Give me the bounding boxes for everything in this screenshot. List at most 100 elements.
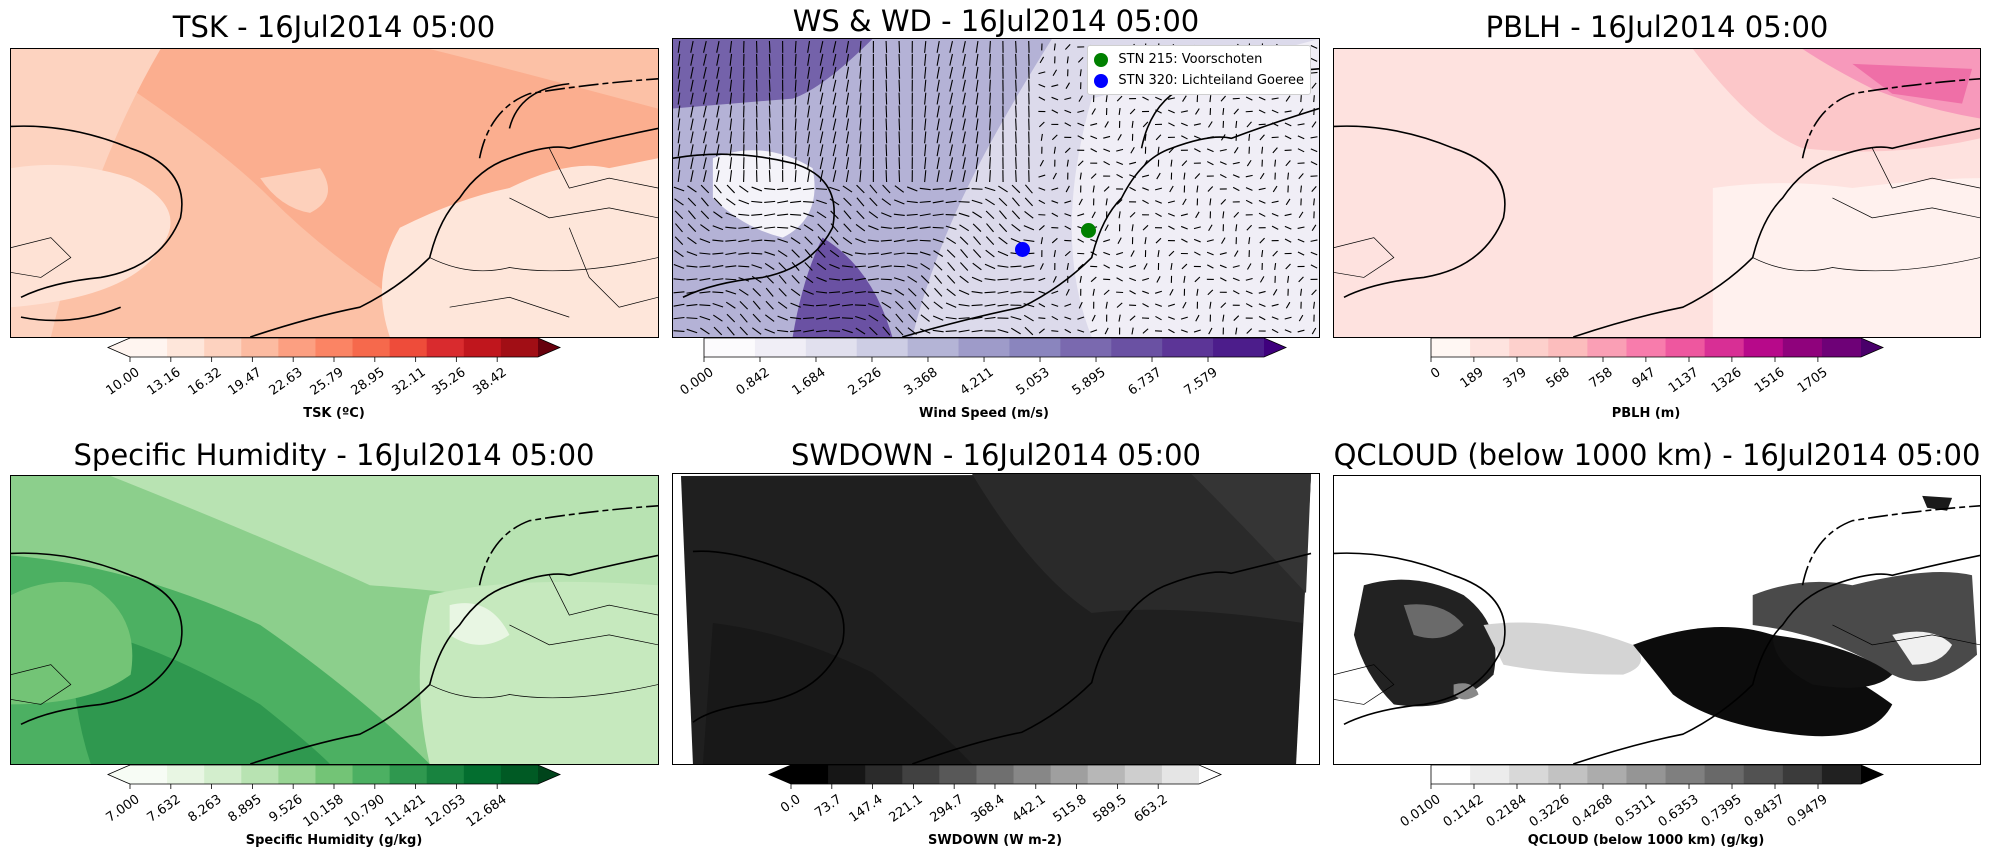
wind-vector [971, 304, 983, 307]
wind-vector [859, 53, 862, 66]
wind-vector [1246, 121, 1252, 128]
wind-vector [859, 118, 862, 131]
wind-vector [830, 236, 839, 246]
wind-vector [1143, 263, 1148, 270]
wind-vector [958, 317, 970, 320]
wind-vector [881, 198, 892, 206]
colorbar-segment [1743, 765, 1784, 784]
colorbar-segment [939, 765, 977, 784]
wind-vector [958, 303, 970, 307]
wind-vector [674, 210, 684, 220]
wind-vector [1091, 314, 1096, 322]
wind-vector [908, 300, 917, 310]
wind-vector [1271, 97, 1279, 100]
colorbar-segment [1161, 765, 1200, 784]
wind-vector [1142, 187, 1149, 191]
wind-vector [764, 251, 776, 256]
wind-vector [768, 92, 771, 105]
colorbar-extend-min [769, 765, 791, 784]
wind-vector [1065, 82, 1071, 89]
wind-vector [794, 157, 797, 170]
wind-vector [1170, 262, 1173, 270]
wind-vector [751, 226, 763, 230]
wind-vector [1209, 198, 1212, 206]
wind-vector [1129, 290, 1136, 295]
wind-vector [867, 291, 879, 294]
wind-vector [1193, 238, 1201, 243]
wind-vector [764, 187, 776, 191]
wind-vector [936, 144, 940, 157]
wind-vector [989, 131, 991, 144]
wind-vector [1024, 326, 1034, 336]
wind-vector [898, 170, 901, 183]
wind-vector [1103, 239, 1111, 243]
wind-vector [1259, 172, 1265, 180]
wind-vector [764, 200, 776, 203]
wind-vector [945, 187, 957, 191]
wind-vector [1131, 120, 1134, 128]
wind-vector [739, 326, 748, 336]
colorbar-segment [1548, 765, 1588, 784]
wind-vector [998, 223, 1008, 233]
wind-vector [1258, 96, 1266, 101]
wind-vector [1144, 237, 1147, 245]
wind-vector [924, 118, 927, 131]
wind-vector [1051, 200, 1059, 204]
wind-vector [867, 252, 879, 255]
wind-vector [1220, 199, 1227, 205]
wind-vector [1193, 329, 1201, 333]
wind-vector [832, 170, 837, 183]
colorbar-tick-label: 221.1 [886, 792, 927, 826]
wind-vector [947, 274, 956, 284]
wind-vector [1233, 147, 1239, 154]
wind-vector [989, 144, 991, 157]
colorbar-tick-label: 0.8437 [1741, 792, 1788, 831]
ws-map: STN 215: Voorschoten STN 320: Lichteilan… [672, 38, 1320, 338]
station-215-point [1081, 223, 1096, 238]
wind-vector [1129, 212, 1136, 218]
wind-vector [962, 79, 966, 92]
wind-vector [1297, 251, 1305, 256]
wind-vector [1193, 123, 1201, 126]
q-coastline [11, 505, 658, 764]
wind-vector [1297, 226, 1305, 229]
wind-vector [1011, 197, 1020, 207]
wind-vector [764, 314, 775, 322]
colorbar-tick-label: 1705 [1794, 365, 1831, 397]
pblh-colorbar: 0 189 379 568 758 947 1137 1326 1516 1705 PBLH (m) [1428, 337, 1885, 428]
wind-vector [819, 66, 824, 79]
colorbar-tick-label: 0.0100 [1397, 792, 1444, 831]
wind-vector [845, 66, 850, 79]
wind-vector [998, 185, 1008, 193]
wind-vector [1310, 239, 1318, 242]
wind-vector [1023, 265, 1035, 268]
wind-vector [1272, 147, 1278, 154]
wind-vector [868, 211, 879, 219]
wind-vector [1246, 263, 1252, 270]
wind-vector [885, 53, 888, 66]
wind-vector [986, 223, 994, 233]
wind-vector [1024, 211, 1034, 219]
wind-vector [989, 105, 991, 118]
wind-vector [673, 303, 685, 307]
wind-vector [885, 79, 888, 92]
wind-vector [854, 265, 866, 268]
sw-colorbar: 0.0 73.7 147.4 221.1 294.7 368.4 442.1 515.8 589… [767, 764, 1223, 855]
wind-vector [1180, 122, 1188, 127]
pblh-map [1333, 48, 1981, 338]
colorbar-tick-label: 7.579 [1181, 365, 1221, 399]
wind-vector [816, 329, 828, 333]
wind-vector [971, 276, 983, 283]
wind-vector [765, 287, 774, 297]
wind-vector [699, 291, 711, 294]
wind-vector [752, 327, 762, 335]
wind-vector [794, 118, 797, 131]
wind-vector [1064, 147, 1071, 154]
wind-vector [1118, 107, 1121, 116]
wind-vector [936, 157, 940, 170]
qc-coastline [1334, 505, 1980, 764]
colorbar-segment [1050, 765, 1089, 784]
wind-vector [949, 118, 954, 131]
wind-vector [686, 304, 698, 307]
wind-vector [686, 328, 698, 334]
